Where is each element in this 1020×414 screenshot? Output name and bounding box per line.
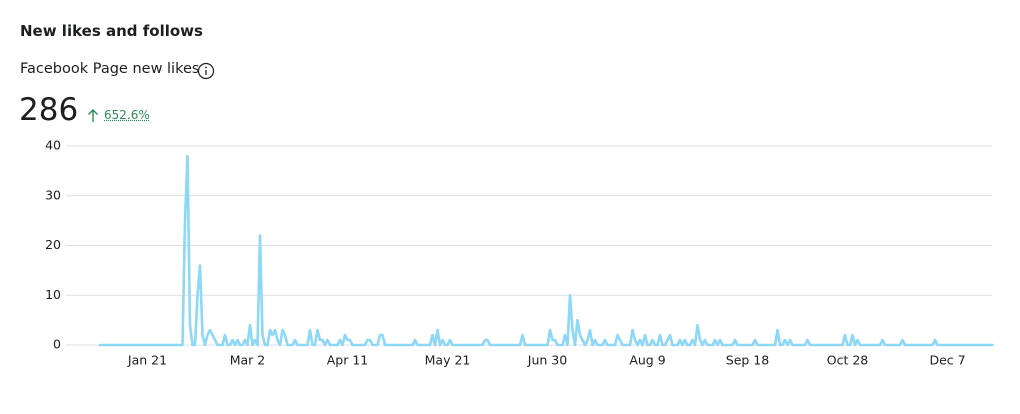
info-icon[interactable] bbox=[197, 62, 215, 80]
x-tick-label: Aug 9 bbox=[629, 353, 665, 368]
x-tick-label: Jan 21 bbox=[127, 353, 167, 368]
up-arrow bbox=[88, 109, 98, 122]
metric-name: Facebook Page new likes bbox=[20, 61, 200, 77]
x-tick-label: Apr 11 bbox=[327, 353, 369, 368]
x-tick-label: Dec 7 bbox=[929, 353, 965, 368]
metric-change[interactable]: 652.6% bbox=[104, 108, 150, 122]
x-tick-label: May 21 bbox=[425, 353, 471, 368]
y-tick-label: 40 bbox=[45, 138, 61, 153]
x-tick-label: Sep 18 bbox=[726, 353, 769, 368]
card-title: New likes and follows bbox=[20, 22, 203, 40]
y-tick-label: 20 bbox=[45, 237, 61, 252]
y-tick-label: 30 bbox=[45, 187, 61, 202]
x-tick-label: Mar 2 bbox=[230, 353, 266, 368]
line-series bbox=[98, 154, 994, 347]
x-tick-label: Oct 28 bbox=[827, 353, 869, 368]
x-tick-label: Jun 30 bbox=[527, 353, 567, 368]
y-tick-label: 10 bbox=[45, 287, 61, 302]
y-tick-label: 0 bbox=[53, 337, 61, 352]
metric-total: 286 bbox=[19, 92, 79, 128]
